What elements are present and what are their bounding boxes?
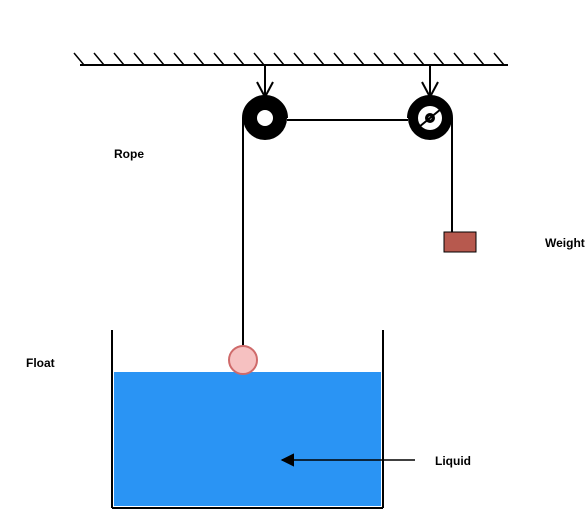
- label-rope: Rope: [114, 147, 144, 161]
- ceiling-hatch: [74, 53, 504, 65]
- label-float: Float: [26, 356, 55, 370]
- liquid-rect: [114, 372, 381, 506]
- float-ball: [229, 346, 257, 374]
- label-weight: Weight: [545, 236, 585, 250]
- label-liquid: Liquid: [435, 454, 471, 468]
- weight-block: [444, 232, 476, 252]
